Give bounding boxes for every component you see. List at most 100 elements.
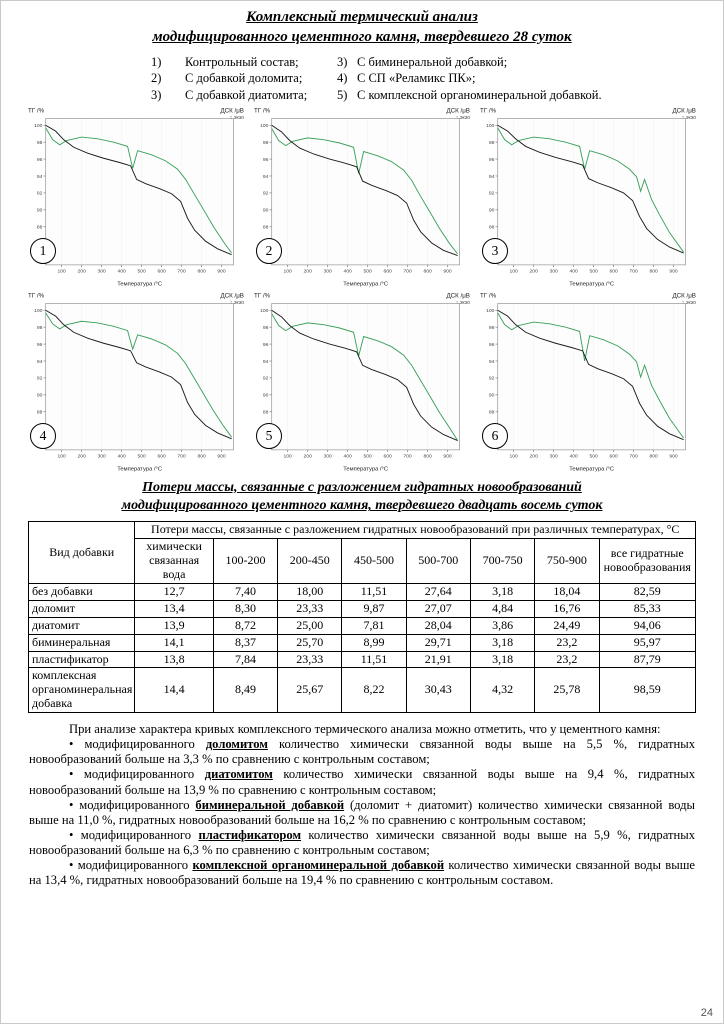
- svg-text:88: 88: [37, 409, 43, 415]
- thermal-chart-1: 1002003004005006007008009008486889092949…: [27, 105, 245, 288]
- column-header: химически связанная вода: [134, 538, 214, 584]
- svg-text:94: 94: [37, 359, 43, 365]
- page-title: Комплексный термический анализ модифицир…: [1, 1, 723, 48]
- legend-item: 3) С биминеральной добавкой;: [337, 54, 602, 71]
- title-line-2: модифицированного цементного камня, твер…: [152, 28, 572, 45]
- value-cell: 87,79: [598, 650, 696, 669]
- svg-text:94: 94: [263, 174, 269, 180]
- svg-text:800: 800: [649, 269, 658, 275]
- chart-number-badge: 3: [482, 237, 508, 264]
- svg-text:ТГ /%: ТГ /%: [28, 107, 45, 114]
- svg-text:300: 300: [97, 269, 106, 275]
- bullet-paragraph: • модифицированного комплексной органоми…: [29, 858, 695, 888]
- bullet-prefix: • модифицированного: [69, 827, 199, 842]
- svg-text:↑ экзо: ↑ экзо: [230, 300, 244, 306]
- value-cell: 94,06: [598, 616, 696, 635]
- legend-item-number: 1): [151, 54, 162, 69]
- bullet-prefix: • модифицированного: [69, 797, 196, 812]
- svg-text:200: 200: [304, 453, 313, 459]
- bullet-term: биминеральной добавкой: [195, 797, 345, 812]
- row-name-cell: без добавки: [27, 582, 136, 601]
- value-cell: 8,30: [212, 599, 279, 618]
- value-cell: 18,04: [534, 582, 600, 601]
- legend-item-label: С биминеральной добавкой;: [357, 54, 508, 69]
- svg-text:96: 96: [489, 342, 495, 348]
- thermal-chart-4: 1002003004005006007008009008486889092949…: [27, 290, 245, 473]
- tg-dsc-plot: 1002003004005006007008009008486889092949…: [28, 107, 244, 288]
- value-cell: 11,51: [341, 650, 407, 669]
- page-number: 24: [700, 1007, 713, 1019]
- bullet-paragraph: • модифицированного пластификатором коли…: [29, 828, 695, 858]
- value-cell: 14,1: [134, 633, 214, 652]
- svg-text:700: 700: [403, 453, 412, 459]
- bullet-suffix: количество химически связанной воды выше…: [29, 767, 695, 797]
- chart-number-badge: 4: [30, 422, 56, 449]
- column-header: 450-500: [341, 538, 407, 584]
- chart-number-badge: 5: [256, 422, 282, 449]
- legend-item-label: Контрольный состав;: [185, 54, 299, 69]
- svg-text:↑ экзо: ↑ экзо: [682, 300, 696, 306]
- bullet-suffix: количество химически связанной воды выше…: [29, 827, 695, 858]
- chart-number-badge: 2: [256, 237, 282, 264]
- column-header: 200-450: [277, 538, 343, 584]
- row-name-cell: диатомит: [27, 616, 136, 635]
- value-cell: 27,07: [405, 599, 471, 618]
- bullet-suffix: (доломит + диатомит) количество химическ…: [29, 797, 695, 827]
- table-title: Потери массы, связанные с разложением ги…: [1, 479, 723, 517]
- svg-text:100: 100: [486, 123, 495, 129]
- thermal-chart-2: 1002003004005006007008009008486889092949…: [253, 105, 471, 288]
- value-cell: 29,71: [405, 633, 471, 652]
- legend-item: 3) С добавкой диатомита;: [151, 87, 337, 104]
- svg-text:ДСК /μВ: ДСК /μВ: [220, 107, 244, 114]
- svg-text:92: 92: [37, 375, 43, 381]
- bullet-paragraph: • модифицированного диатомитом количеств…: [29, 767, 695, 797]
- svg-text:400: 400: [570, 453, 579, 459]
- value-cell: 3,86: [469, 616, 536, 635]
- bullet-term: доломитом: [205, 737, 268, 752]
- intro-paragraph: При анализе характера кривых комплексног…: [69, 722, 661, 737]
- svg-text:94: 94: [37, 174, 43, 180]
- svg-text:100: 100: [260, 123, 269, 129]
- svg-text:ТГ /%: ТГ /%: [254, 292, 271, 299]
- svg-text:300: 300: [323, 269, 332, 275]
- value-cell: 98,59: [598, 667, 696, 714]
- svg-text:100: 100: [58, 269, 67, 275]
- svg-text:ДСК /μВ: ДСК /μВ: [446, 107, 470, 114]
- svg-text:600: 600: [383, 453, 392, 459]
- legend-item-number: 2): [151, 71, 162, 86]
- legend-item-number: 3): [337, 54, 348, 69]
- svg-text:600: 600: [157, 453, 166, 459]
- svg-text:↑ экзо: ↑ экзо: [456, 300, 470, 306]
- table-row: диатомит 13,9 8,72 25,00 7,81 28,04 3,86 24,49 9…: [27, 616, 696, 635]
- svg-text:100: 100: [510, 269, 519, 275]
- table-row: биминеральная 14,1 8,37 25,70 8,99 29,71 3,18 2…: [27, 633, 696, 652]
- legend-item: 4) С СП «Реламикс ПК»;: [337, 70, 602, 87]
- svg-text:ТГ /%: ТГ /%: [254, 107, 271, 114]
- svg-text:Температура /°C: Температура /°C: [343, 466, 388, 472]
- value-cell: 11,51: [341, 582, 407, 601]
- svg-text:200: 200: [78, 269, 87, 275]
- value-cell: 3,18: [469, 650, 536, 669]
- bullet-term: пластификатором: [198, 827, 302, 842]
- svg-text:100: 100: [284, 269, 293, 275]
- svg-text:300: 300: [549, 453, 558, 459]
- svg-text:92: 92: [263, 191, 269, 197]
- svg-text:92: 92: [489, 375, 495, 381]
- table-row: пластификатор 13,8 7,84 23,33 11,51 21,91 3,18…: [27, 650, 696, 669]
- tg-dsc-plot: 1002003004005006007008009008486889092949…: [254, 292, 470, 472]
- svg-text:800: 800: [649, 453, 658, 459]
- svg-text:900: 900: [443, 269, 452, 275]
- legend-column-right: 3) С биминеральной добавкой; 4) С СП «Релам…: [337, 54, 602, 104]
- svg-text:100: 100: [58, 453, 67, 459]
- svg-text:100: 100: [260, 308, 269, 314]
- value-cell: 8,99: [341, 633, 407, 652]
- value-cell: 23,2: [534, 633, 600, 652]
- legend-item-label: С добавкой доломита;: [185, 71, 303, 86]
- row-name-cell: комплексная органоминеральная добавка: [27, 667, 136, 714]
- value-cell: 4,84: [469, 599, 536, 618]
- tg-dsc-plot: 1002003004005006007008009008486889092949…: [480, 292, 696, 472]
- svg-text:98: 98: [263, 325, 269, 331]
- value-cell: 8,37: [212, 633, 279, 652]
- svg-text:Температура /°C: Температура /°C: [117, 282, 162, 288]
- svg-text:↑ экзо: ↑ экзо: [230, 115, 244, 121]
